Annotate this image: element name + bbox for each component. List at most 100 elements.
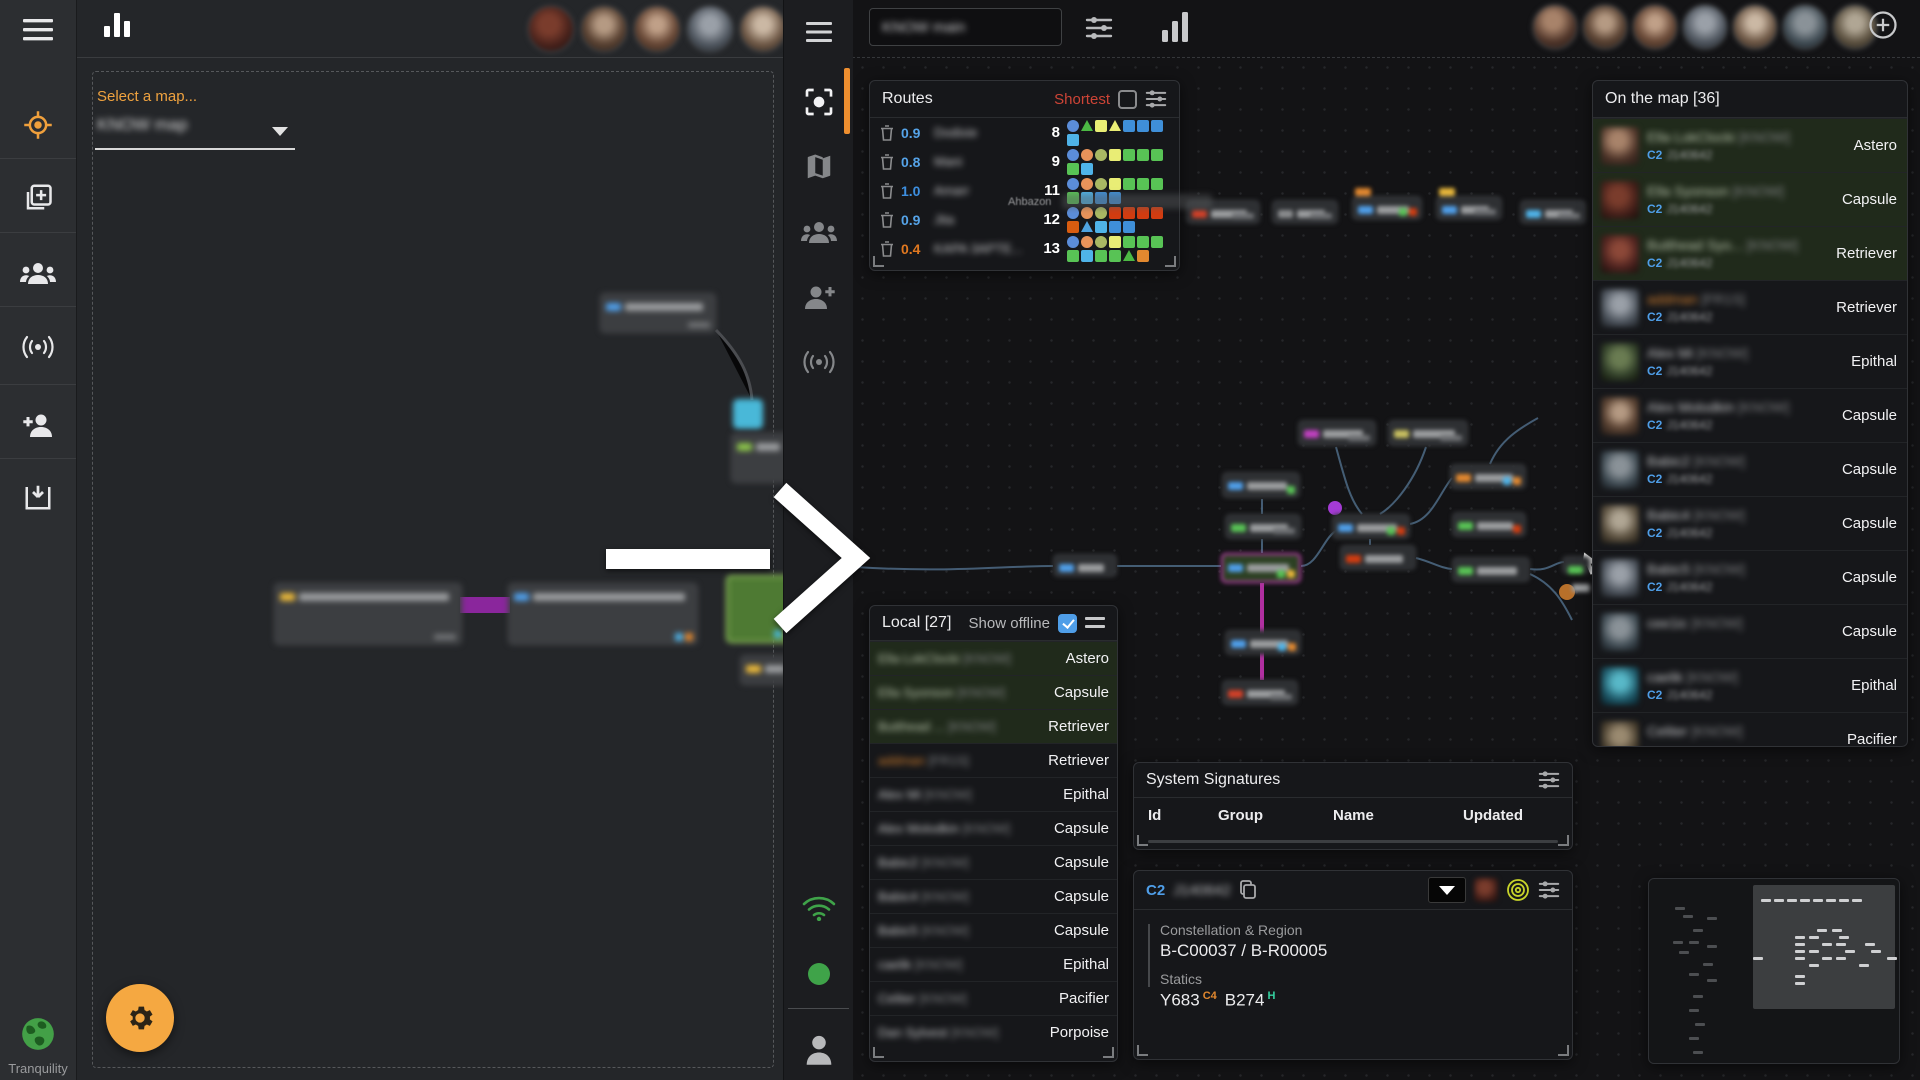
map-system-node[interactable]	[1272, 200, 1338, 224]
map-system-node[interactable]	[1388, 420, 1468, 446]
route-row[interactable]: 0.9 Dodixie 8	[870, 118, 1179, 147]
local-pilot-row[interactable]: Ella Syonson [KNOW] Capsule	[870, 675, 1117, 709]
sidebar-item-import[interactable]	[0, 462, 76, 532]
map-system-node[interactable]	[508, 583, 698, 645]
map-system-node[interactable]	[600, 293, 716, 333]
map-filter-button[interactable]	[1085, 15, 1113, 46]
map-system-node[interactable]	[1222, 680, 1298, 705]
trash-icon[interactable]	[880, 153, 894, 170]
map-stats-button[interactable]	[1160, 10, 1190, 49]
route-destination[interactable]: Dodixie	[934, 125, 978, 140]
avatar[interactable]	[1782, 4, 1828, 50]
sidebar-item-track-location[interactable]	[0, 90, 76, 160]
map-system-node[interactable]	[1225, 630, 1301, 655]
map-system-node[interactable]	[1436, 188, 1502, 220]
local-pilot-row[interactable]: Celiter [KNOW] Pacifier	[870, 981, 1117, 1015]
col-group[interactable]: Group	[1218, 806, 1263, 824]
map-pilot-row[interactable]: Alex Mi [KNOW] C2 J140642 Epithal	[1593, 334, 1907, 388]
map-pilot-row[interactable]: Butthead Syo... [KNOW] C2 J140642 Retriever	[1593, 226, 1907, 280]
map-name-input[interactable]: KNOW main	[869, 8, 1062, 46]
toolbar-menu-button[interactable]	[784, 4, 853, 60]
map-system-node[interactable]	[1332, 514, 1410, 539]
route-row[interactable]: 0.4 KAPA 3APTE... 13	[870, 234, 1179, 263]
trash-icon[interactable]	[880, 240, 894, 257]
map-system-node[interactable]	[1520, 200, 1586, 224]
local-pilot-row[interactable]: Babic4 [KNOW] Capsule	[870, 879, 1117, 913]
route-destination[interactable]: Amarr	[934, 183, 970, 198]
map-system-node[interactable]	[1186, 200, 1260, 224]
trash-icon[interactable]	[880, 211, 894, 228]
map-system-node[interactable]	[731, 433, 793, 483]
map-pilot-row[interactable]: Babic2 [KNOW] C2 J140642 Capsule	[1593, 442, 1907, 496]
local-pilot-row[interactable]: caelik [KNOW] Epithal	[870, 947, 1117, 981]
map-pilot-row[interactable]: Ella Syonson [KNOW] C2 J140642 Capsule	[1593, 172, 1907, 226]
system-owner-avatar[interactable]	[1474, 878, 1498, 902]
toolbar-item-add-person[interactable]	[784, 269, 853, 325]
route-destination[interactable]: Jita	[934, 212, 955, 227]
sidebar-item-broadcast[interactable]	[0, 312, 76, 382]
sidebar-menu-button[interactable]	[0, 0, 76, 60]
reorder-icon[interactable]	[1085, 617, 1105, 629]
avatar[interactable]	[527, 5, 575, 53]
map-system-node[interactable]	[1450, 464, 1526, 489]
local-pilot-row[interactable]: Babic2 [KNOW] Capsule	[870, 845, 1117, 879]
map-pilot-row[interactable]: addman [FR1S] C2 J140642 Retriever	[1593, 280, 1907, 334]
route-destination[interactable]: Mani	[934, 154, 963, 169]
map-system-node[interactable]	[274, 583, 462, 645]
map-system-node[interactable]	[1340, 545, 1416, 570]
horizontal-scrollbar[interactable]	[1148, 840, 1558, 843]
toolbar-item-focus-system[interactable]	[784, 74, 853, 130]
sidebar-item-community[interactable]	[0, 238, 76, 308]
map-pilot-row[interactable]: Celiter [KNOW] Pacifier	[1593, 712, 1907, 746]
map-system-node[interactable]	[1221, 553, 1301, 583]
minimap-panel[interactable]	[1648, 878, 1900, 1064]
avatar[interactable]	[633, 5, 681, 53]
routes-shortest-checkbox[interactable]	[1118, 89, 1137, 109]
target-rings-icon[interactable]	[1506, 878, 1530, 902]
avatar[interactable]	[1632, 4, 1678, 50]
trash-icon[interactable]	[880, 124, 894, 141]
map-system-node[interactable]	[1053, 554, 1117, 577]
stats-bars-icon[interactable]	[104, 13, 130, 37]
toolbar-item-people[interactable]	[784, 204, 853, 260]
toolbar-item-map[interactable]	[784, 139, 853, 195]
local-pilot-row[interactable]: Ella LokClocki [KNOW] Astero	[870, 641, 1117, 675]
map-system-node[interactable]	[1298, 420, 1376, 446]
toolbar-item-profile[interactable]	[784, 1022, 853, 1078]
sidebar-item-add-map[interactable]	[0, 162, 76, 232]
map-system-node[interactable]	[1225, 514, 1301, 539]
map-pilot-row[interactable]: cee1ic [KNOW] Capsule	[1593, 604, 1907, 658]
map-pilot-row[interactable]: Babic4 [KNOW] C2 J140642 Capsule	[1593, 496, 1907, 550]
avatar[interactable]	[739, 5, 787, 53]
avatar[interactable]	[580, 5, 628, 53]
sliders-icon[interactable]	[1538, 770, 1560, 790]
map-system-node[interactable]	[733, 399, 763, 429]
avatar[interactable]	[1682, 4, 1728, 50]
local-pilot-row[interactable]: Alex Mi [KNOW] Epithal	[870, 777, 1117, 811]
map-system-node[interactable]	[1222, 472, 1300, 498]
map-system-node[interactable]	[1452, 512, 1526, 537]
map-pilot-row[interactable]: Alex Molodkin [KNOW] C2 J140642 Capsule	[1593, 388, 1907, 442]
map-pilot-row[interactable]: Ella LokClocki [KNOW] C2 J140642 Astero	[1593, 118, 1907, 172]
route-row[interactable]: 0.8 Mani 9	[870, 147, 1179, 176]
show-offline-checkbox[interactable]	[1058, 613, 1077, 633]
map-select-value[interactable]: KNOW map	[97, 115, 188, 134]
avatar[interactable]	[1732, 4, 1778, 50]
route-row[interactable]: 1.0 Amarr 11	[870, 176, 1179, 205]
sliders-icon[interactable]	[1538, 880, 1560, 900]
trash-icon[interactable]	[880, 182, 894, 199]
settings-fab-button[interactable]	[106, 984, 174, 1052]
local-pilot-row[interactable]: Babic5 [KNOW] Capsule	[870, 913, 1117, 947]
avatar[interactable]	[1532, 4, 1578, 50]
map-system-node[interactable]	[1452, 557, 1530, 582]
local-pilot-row[interactable]: addman [FR1S] Retriever	[870, 743, 1117, 777]
local-pilot-row[interactable]: Alex Molodkin [KNOW] Capsule	[870, 811, 1117, 845]
map-system-node[interactable]	[1352, 188, 1422, 220]
route-row[interactable]: 0.9 Jita 12	[870, 205, 1179, 234]
map-pilot-row[interactable]: Babic5 [KNOW] C2 J140642 Capsule	[1593, 550, 1907, 604]
minimap-viewport[interactable]	[1753, 885, 1895, 1009]
local-pilot-row[interactable]: Butthead ... [KNOW] Retriever	[870, 709, 1117, 743]
map-system-node[interactable]	[1562, 556, 1590, 592]
map-pilot-row[interactable]: caelik [KNOW] C2 J140642 Epithal	[1593, 658, 1907, 712]
col-updated[interactable]: Updated	[1463, 806, 1523, 824]
